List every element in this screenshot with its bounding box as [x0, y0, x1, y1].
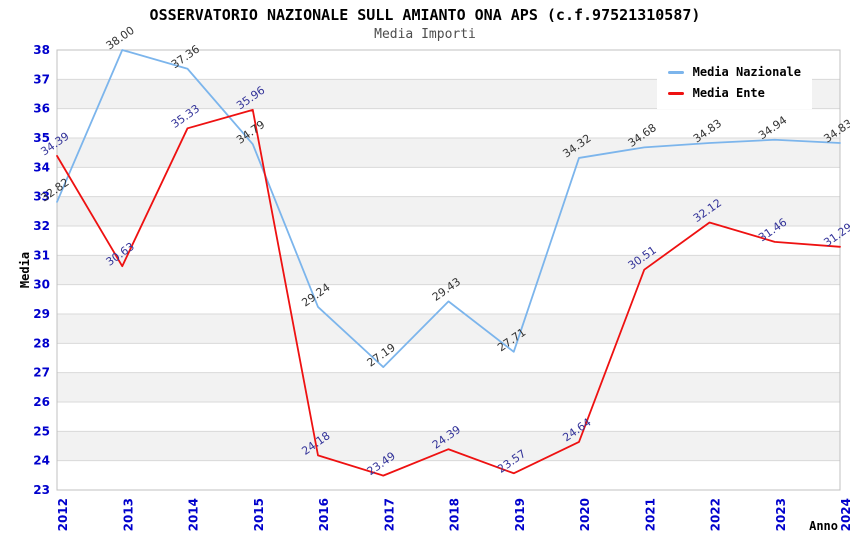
x-tick-label: 2016 — [317, 498, 331, 531]
y-tick-label: 28 — [33, 336, 50, 350]
y-tick-label: 34 — [33, 160, 50, 174]
y-tick-label: 31 — [33, 248, 50, 262]
x-tick-label: 2017 — [382, 498, 396, 531]
plot-band — [57, 196, 840, 226]
plot-band — [57, 431, 840, 461]
y-tick-label: 33 — [33, 190, 50, 204]
legend-item-media-ente[interactable]: Media Ente — [667, 86, 801, 100]
chart-subtitle: Media Importi — [374, 27, 476, 42]
x-tick-label: 2018 — [448, 498, 462, 531]
plot-band — [57, 255, 840, 285]
y-tick-label: 27 — [33, 366, 50, 380]
x-tick-label: 2012 — [56, 498, 70, 531]
legend-swatch-media-nazionale-icon — [667, 70, 684, 74]
series-line-media-ente[interactable] — [56, 108, 841, 477]
y-tick-label: 36 — [33, 102, 50, 116]
plot-band — [57, 372, 840, 402]
x-tick-label: 2014 — [187, 498, 201, 531]
x-tick-label: 2024 — [839, 498, 850, 531]
y-tick-label: 30 — [33, 278, 50, 292]
plot-band — [57, 314, 840, 344]
legend-label-media-nazionale: Media Nazionale — [692, 65, 801, 79]
x-tick-label: 2020 — [578, 498, 592, 531]
y-tick-label: 26 — [33, 395, 50, 409]
x-axis-title: Anno — [809, 519, 838, 533]
x-tick-label: 2015 — [252, 498, 266, 531]
y-axis-title: Media — [18, 252, 32, 288]
legend-item-media-nazionale[interactable]: Media Nazionale — [667, 65, 801, 79]
y-tick-label: 38 — [33, 43, 50, 57]
y-tick-label: 25 — [33, 424, 50, 438]
x-tick-label: 2013 — [121, 498, 135, 531]
x-tick-label: 2019 — [513, 498, 527, 531]
series-line-media-nazionale[interactable] — [56, 49, 841, 368]
y-tick-label: 24 — [33, 454, 50, 468]
x-tick-label: 2021 — [643, 498, 657, 531]
x-tick-label: 2022 — [709, 498, 723, 531]
y-tick-label: 32 — [33, 219, 50, 233]
point-label: 37.36 — [169, 43, 202, 72]
y-tick-label: 35 — [33, 131, 50, 145]
x-tick-label: 2023 — [774, 498, 788, 531]
y-tick-label: 29 — [33, 307, 50, 321]
chart-title: OSSERVATORIO NAZIONALE SULL AMIANTO ONA … — [149, 6, 701, 24]
plot-border — [56, 49, 841, 491]
legend: Media Nazionale Media Ente — [656, 58, 812, 109]
point-label: 38.00 — [104, 24, 137, 53]
y-tick-label: 37 — [33, 72, 50, 86]
legend-label-media-ente: Media Ente — [692, 86, 765, 100]
legend-swatch-media-ente-icon — [667, 91, 684, 95]
y-tick-label: 23 — [33, 483, 50, 497]
